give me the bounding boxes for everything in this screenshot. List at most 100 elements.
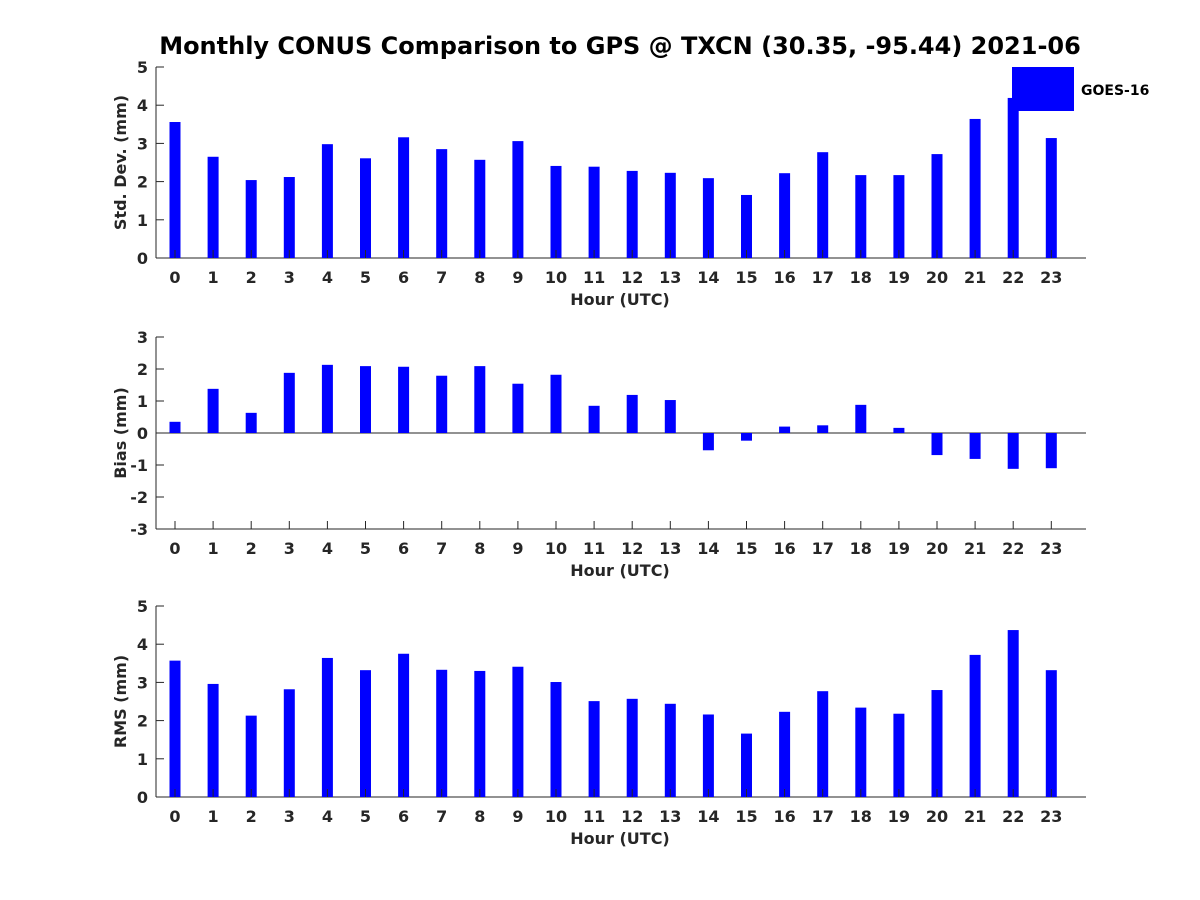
rms-bar [207, 683, 219, 797]
std-dev-x-tick-label: 17 [812, 268, 834, 287]
bias-x-tick-label: 23 [1040, 539, 1062, 558]
std-dev-x-tick-label: 6 [398, 268, 409, 287]
bias-y-tick-label: -1 [130, 456, 148, 475]
rms-bar [893, 713, 905, 797]
std-dev-x-tick-label: 19 [888, 268, 910, 287]
rms-x-tick-label: 7 [436, 807, 447, 826]
bias-y-tick-label: 1 [137, 392, 148, 411]
std-dev-x-tick-label: 18 [850, 268, 872, 287]
rms-bar [779, 711, 791, 797]
bias-x-tick-label: 13 [659, 539, 681, 558]
std-dev-x-tick-label: 4 [322, 268, 333, 287]
bias-y-tick-label: 0 [137, 424, 148, 443]
std-dev-bar [588, 166, 600, 258]
bias-y-axis-label: Bias (mm) [111, 387, 130, 479]
std-dev-x-tick-label: 2 [246, 268, 257, 287]
bias-x-tick-label: 1 [208, 539, 219, 558]
bias-x-tick-label: 3 [284, 539, 295, 558]
rms-x-tick-label: 8 [474, 807, 485, 826]
bias-bar [702, 433, 714, 451]
std-dev-x-tick-label: 21 [964, 268, 986, 287]
bias-bar [436, 375, 448, 433]
legend-swatch-goes-16 [1012, 67, 1074, 111]
std-dev-y-tick-label: 1 [137, 211, 148, 230]
rms-bar [245, 715, 257, 797]
bias-x-tick-label: 19 [888, 539, 910, 558]
rms-bar [1045, 670, 1057, 797]
bias-x-tick-label: 11 [583, 539, 605, 558]
bias-bar [512, 383, 524, 433]
rms-x-tick-label: 16 [773, 807, 795, 826]
rms-x-tick-label: 15 [735, 807, 757, 826]
legend: GOES-16 [1012, 67, 1149, 111]
bias-bar [550, 374, 562, 433]
std-dev-bar [1007, 97, 1019, 258]
chart-title: Monthly CONUS Comparison to GPS @ TXCN (… [159, 32, 1081, 60]
legend-label-goes-16: GOES-16 [1081, 83, 1149, 99]
bias-y-tick-label: -2 [130, 488, 148, 507]
std-dev-x-tick-label: 1 [208, 268, 219, 287]
rms-bar [512, 666, 524, 797]
rms-bar [664, 703, 676, 797]
bias-bar [245, 412, 257, 433]
rms-y-tick-label: 2 [137, 712, 148, 731]
std-dev-x-tick-label: 7 [436, 268, 447, 287]
bias-bar [741, 433, 752, 441]
std-dev-x-tick-label: 3 [284, 268, 295, 287]
std-dev-bar [169, 122, 181, 259]
std-dev-y-tick-label: 0 [137, 249, 148, 268]
rms-x-tick-label: 23 [1040, 807, 1062, 826]
rms-x-tick-label: 13 [659, 807, 681, 826]
std-dev-bar [283, 177, 295, 258]
std-dev-y-axis-label: Std. Dev. (mm) [111, 95, 130, 230]
rms-y-axis-label: RMS (mm) [111, 655, 130, 748]
bias-x-tick-label: 9 [512, 539, 523, 558]
std-dev-bar [817, 152, 829, 258]
rms-x-tick-label: 10 [545, 807, 567, 826]
bias-bar [474, 366, 486, 433]
bias-x-tick-label: 22 [1002, 539, 1024, 558]
rms-bar [283, 689, 295, 797]
std-dev-bar [474, 159, 486, 258]
bias-x-tick-label: 16 [773, 539, 795, 558]
rms-bar [550, 682, 562, 797]
std-dev-x-tick-label: 11 [583, 268, 605, 287]
bias-bar [207, 388, 219, 433]
rms-x-tick-label: 20 [926, 807, 948, 826]
bias-x-tick-label: 0 [169, 539, 180, 558]
rms-x-axis-label: Hour (UTC) [570, 829, 670, 848]
bias-bar [321, 364, 333, 433]
rms-bar [969, 654, 981, 797]
std-dev-bar [664, 172, 676, 258]
std-dev-bar [931, 154, 943, 258]
std-dev-bar [855, 175, 867, 258]
bias-x-tick-label: 6 [398, 539, 409, 558]
std-dev-y-tick-label: 4 [137, 96, 148, 115]
std-dev-bar [893, 175, 905, 258]
std-dev-x-tick-label: 22 [1002, 268, 1024, 287]
std-dev-x-axis-label: Hour (UTC) [570, 290, 670, 309]
rms-y-tick-label: 1 [137, 750, 148, 769]
bias-bar [931, 433, 943, 456]
bias-x-tick-label: 17 [812, 539, 834, 558]
std-dev-y-tick-label: 3 [137, 134, 148, 153]
bias-y-tick-label: 3 [137, 328, 148, 347]
std-dev-y-tick-label: 2 [137, 173, 148, 192]
bias-bar [588, 405, 600, 433]
rms-bar [398, 653, 410, 797]
bias-x-tick-label: 5 [360, 539, 371, 558]
std-dev-bar [779, 173, 791, 258]
bias-x-tick-label: 8 [474, 539, 485, 558]
rms-x-tick-label: 0 [169, 807, 180, 826]
std-dev-bar [207, 156, 219, 258]
bias-bar [398, 366, 410, 433]
std-dev-bar [245, 180, 257, 258]
rms-bar [741, 733, 752, 797]
rms-x-tick-label: 21 [964, 807, 986, 826]
rms-y-tick-label: 5 [137, 597, 148, 616]
bias-bar [1007, 433, 1019, 469]
rms-bar [169, 660, 181, 797]
bias-bar [169, 421, 181, 433]
